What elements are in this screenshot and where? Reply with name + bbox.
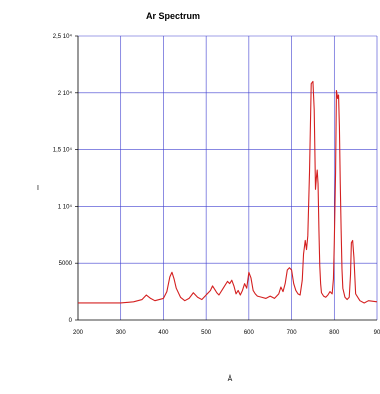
spectrum-line	[78, 80, 378, 304]
chart-title: Ar Spectrum	[146, 11, 200, 21]
series-layer	[78, 80, 378, 304]
y-tick-label: 0	[69, 318, 73, 324]
x-tick-label: 800	[329, 330, 340, 336]
y-axis-label: I	[37, 185, 39, 192]
x-tick-label: 200	[73, 330, 84, 336]
x-tick-label: 300	[116, 330, 127, 336]
x-tick-label: 700	[287, 330, 298, 336]
x-tick-label: 400	[158, 330, 169, 336]
y-tick-label: 1,5 10⁴	[53, 147, 73, 154]
y-tick-label: 5000	[59, 261, 73, 267]
axes	[75, 35, 377, 321]
y-tick-label: 2 10⁴	[58, 90, 73, 97]
x-tick-label: 500	[201, 330, 212, 336]
grid	[78, 35, 378, 320]
x-tick-label: 600	[244, 330, 255, 336]
x-tick-label: 90	[374, 330, 380, 336]
y-tick-label: 2,5 10⁴	[53, 33, 73, 40]
y-tick-label: 1 10⁴	[58, 203, 73, 210]
x-axis-label: Å	[228, 374, 233, 383]
